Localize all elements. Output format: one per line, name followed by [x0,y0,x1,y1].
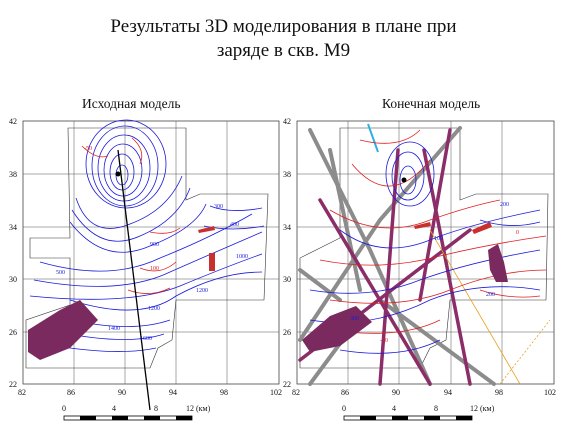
panel-final-borehole-m9 [401,177,407,183]
contour-label: 200 [500,202,509,208]
contour-label: 500 [56,270,65,276]
contour-label: 200 [486,292,495,298]
y-tick: 30 [283,275,291,284]
contour-label: 900 [150,242,159,248]
contour-label: 1000 [236,254,248,260]
panel-final-scale-bar: 0 4 8 12 (км) [342,404,495,421]
y-tick: 30 [9,275,17,284]
panel-initial-contour-labels: 300 400 1000 1200 1200 1400 1600 500 900… [56,146,248,342]
contour-label: -50 [84,146,92,152]
y-tick: 34 [283,223,291,232]
y-tick: 26 [283,328,291,337]
x-tick: 86 [67,388,75,397]
x-tick: 90 [118,388,126,397]
contour-label: 0 [516,230,519,236]
panel-final-body-center [414,222,431,229]
y-tick: 22 [283,380,291,389]
contour-label: 1200 [148,306,160,312]
y-tick: 42 [9,117,17,126]
scale-tick: 12 (км) [186,404,211,413]
panel-final-y-ticks: 42 38 34 30 26 22 [283,117,291,389]
x-tick: 86 [341,388,349,397]
panel-initial-red-contours [81,137,181,294]
x-tick: 102 [270,388,282,397]
panel-initial-borehole-m9 [115,171,121,177]
scale-tick: 4 [112,404,116,413]
contour-label: 1400 [108,326,120,332]
y-tick: 26 [9,328,17,337]
panel-final-orange-dashed [499,319,551,385]
x-tick: 102 [544,388,556,397]
panel-initial-scale-bar: 0 4 8 12 (км) [62,404,211,421]
panel-final-cyan-line [367,123,379,153]
x-tick: 90 [392,388,400,397]
page-title-line1: Результаты 3D моделирования в плане при [110,16,457,37]
scale-tick: 0 [62,404,66,413]
panel-initial-borehole-line [117,149,151,411]
y-tick: 34 [9,223,17,232]
contour-label: 1600 [140,336,152,342]
panel-initial-y-ticks: 42 38 34 30 26 22 [9,117,17,389]
panel-initial-body-ne [198,226,215,233]
scale-tick: 4 [392,404,396,413]
panel-initial-blue-contours [29,119,265,352]
panel-final-map: 200 0 100 200 300 -50 82 86 90 94 98 102… [283,117,556,421]
x-tick: 82 [18,388,26,397]
contour-label: 300 [214,204,223,210]
contour-label: 300 [350,316,359,322]
panel-initial-map: 300 400 1000 1200 1200 1400 1600 500 900… [9,117,282,421]
scale-tick: 12 (км) [470,404,495,413]
panel-final-subtitle: Конечная модель [382,96,481,111]
panel-final-model-outline [299,127,549,369]
x-tick: 94 [444,388,452,397]
y-tick: 42 [283,117,291,126]
panel-final-body-sw [302,306,372,352]
contour-label: -50 [380,338,388,344]
panel-final-contour-labels: 200 0 100 200 300 -50 [350,202,519,344]
scale-tick: 8 [434,404,438,413]
panel-initial-x-ticks: 82 86 90 94 98 102 [18,388,282,397]
panel-initial-body-sw [28,300,98,360]
panel-initial-subtitle: Исходная модель [82,96,181,111]
contour-label: 100 [150,266,159,272]
x-tick: 94 [169,388,177,397]
panel-final-body-ne [472,222,492,234]
y-tick: 38 [283,170,291,179]
panel-final-body-east [488,244,508,282]
contour-label: 400 [230,222,239,228]
panel-final-orange-line [429,229,521,385]
panel-initial-body-east [209,253,215,271]
x-tick: 98 [495,388,503,397]
page-title-line2: заряде в скв. М9 [216,40,351,61]
x-tick: 98 [220,388,228,397]
x-tick: 82 [292,388,300,397]
y-tick: 22 [9,380,17,389]
contour-label: 100 [434,236,443,242]
y-tick: 38 [9,170,17,179]
contour-label: 1200 [196,288,208,294]
scale-tick: 0 [342,404,346,413]
panel-final-x-ticks: 82 86 90 94 98 102 [292,388,556,397]
scale-tick: 8 [154,404,158,413]
panel-initial-model-outline [25,127,269,369]
